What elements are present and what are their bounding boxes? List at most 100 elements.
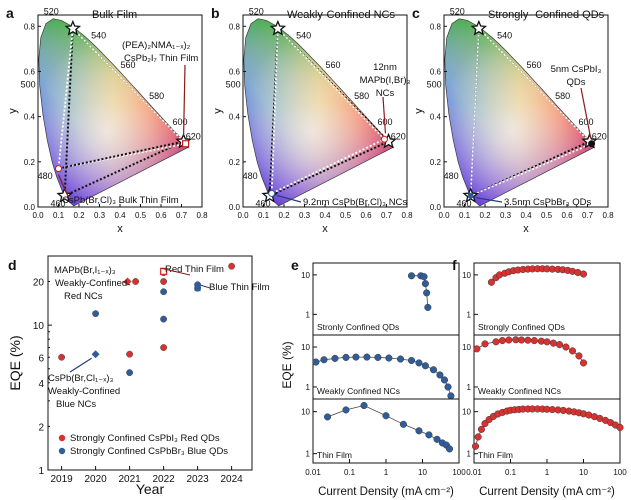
data-point — [382, 412, 390, 420]
data-point — [421, 362, 429, 370]
data-point — [474, 433, 482, 441]
legend-marker-blue — [58, 447, 66, 455]
data-point — [517, 336, 526, 344]
annotation-red-2: QDs — [567, 77, 586, 88]
wavelength-label-460: 460 — [456, 198, 471, 208]
wavelength-label-520: 520 — [249, 7, 264, 17]
annotation-weakly-red-2: Red NCs — [64, 291, 103, 302]
x-tick-label: 0.2 — [73, 211, 85, 220]
wavelength-label-480: 480 — [243, 171, 258, 181]
data-point — [415, 427, 423, 435]
y-tick-label: 0.0 — [229, 203, 241, 212]
y-axis-label: EQE (%) — [280, 341, 294, 388]
x-tick-label: 1 — [545, 468, 550, 477]
x-tick-label: 0.2 — [278, 211, 290, 220]
annotation-red-thin: Red Thin Film — [165, 264, 224, 275]
annotation-red-3: NCs — [376, 88, 395, 99]
blue-nc-diamond — [91, 350, 100, 359]
y-tick-label: 0.8 — [430, 22, 442, 31]
wavelength-label-560: 560 — [526, 60, 541, 70]
data-point — [331, 354, 339, 362]
wavelength-label-560: 560 — [325, 60, 340, 70]
annotation-weakly-red-1: Weakly-Confined — [55, 278, 127, 289]
data-point — [423, 289, 431, 297]
y-tick-label: 1 — [38, 466, 44, 477]
panel-title: Strongly- Confined QDs — [488, 9, 605, 21]
x-tick-label: 2024 — [220, 474, 243, 485]
cie-locus-white — [243, 18, 394, 206]
y-tick-label: 0.4 — [229, 113, 241, 122]
panel-letter: c — [412, 5, 420, 21]
cie-locus-white — [38, 18, 189, 206]
annotation-red-2: MAPb(I,Br)₃ — [360, 75, 411, 86]
data-point — [498, 337, 506, 345]
data-point — [320, 356, 328, 364]
annotation-arrow-red — [183, 64, 186, 136]
subplot-2: 1 10 Thin Film — [462, 398, 624, 464]
cie-locus-outline — [38, 18, 190, 207]
x-tick-label: 2021 — [118, 474, 141, 485]
y-tick-label: 1 — [467, 310, 472, 319]
x-tick-label: 0.7 — [582, 211, 594, 220]
subplot-label: Weakly Confined NCs — [478, 386, 561, 396]
data-point — [579, 359, 588, 367]
x-tick-label: 100 — [452, 468, 466, 477]
data-point — [420, 273, 428, 281]
annotation-blue-thin: Blue Thin Film — [209, 282, 270, 293]
x-tick-label: 2020 — [84, 474, 107, 485]
x-tick-label: 0.7 — [176, 211, 188, 220]
data-point — [440, 376, 449, 384]
x-tick-label: 0.7 — [381, 211, 393, 220]
data-point — [342, 406, 350, 414]
green-primary-star — [470, 19, 488, 36]
y-tick-label: 1 — [306, 450, 311, 459]
x-tick-label: 0.1 — [258, 211, 270, 220]
y-tick-label: 10 — [462, 343, 471, 352]
x-tick-label: 10 — [418, 468, 427, 477]
annotation-red-1: (PEA)₂NMA₁₋ₓ)₂ — [122, 40, 191, 51]
panel-letter: d — [8, 257, 17, 273]
x-tick-label: 2022 — [152, 474, 175, 485]
annotation-arrow-red-thin — [161, 267, 191, 276]
data-point — [555, 341, 564, 349]
data-point — [487, 278, 495, 286]
panel-e: e 1 10 Stronly Confined QDs 1 10 Weakly Confin… — [280, 257, 466, 498]
x-tick-label: 100 — [613, 468, 627, 477]
y-tick-label: 20 — [33, 278, 45, 289]
annotation-arrow-blue — [475, 197, 503, 203]
y-tick-label: 10 — [462, 271, 471, 280]
data-point — [360, 401, 368, 410]
annotation-arrow-red — [122, 280, 131, 286]
legend-marker-red — [58, 434, 66, 442]
panel-title: Bulk Film — [92, 9, 137, 21]
wavelength-label-460: 460 — [255, 198, 270, 208]
data-point — [471, 442, 480, 450]
red-nc-marker — [380, 135, 388, 143]
data-point-red — [132, 278, 140, 285]
data-point — [407, 356, 416, 365]
data-point — [492, 338, 500, 346]
y-tick-label: 0.0 — [24, 203, 36, 212]
wavelength-label-500: 500 — [427, 79, 442, 89]
x-tick-label: 10 — [579, 468, 588, 477]
x-tick-label: 0.2 — [479, 211, 491, 220]
data-point-blue — [92, 310, 100, 318]
measured-triangle — [57, 26, 188, 170]
data-point — [385, 354, 393, 362]
x-tick-label: 0.5 — [340, 211, 352, 220]
data-point — [562, 343, 570, 351]
annotation-arrow-blue-thin — [200, 284, 211, 289]
y-tick-label: 10 — [301, 408, 310, 417]
wavelength-label-580: 580 — [354, 91, 369, 101]
blue-qd-marker — [467, 192, 474, 199]
y-tick-label: 1 — [306, 310, 311, 319]
data-point — [568, 347, 577, 355]
data-point — [579, 270, 588, 278]
wavelength-label-580: 580 — [555, 91, 570, 101]
x-tick-label: 0.8 — [401, 211, 413, 220]
annotation-red-1: 5nm CsPbI₃ — [551, 64, 602, 75]
data-point — [444, 383, 452, 391]
data-point — [424, 303, 432, 311]
wavelength-label-540: 540 — [91, 31, 106, 41]
blue-film-marker — [55, 165, 62, 173]
